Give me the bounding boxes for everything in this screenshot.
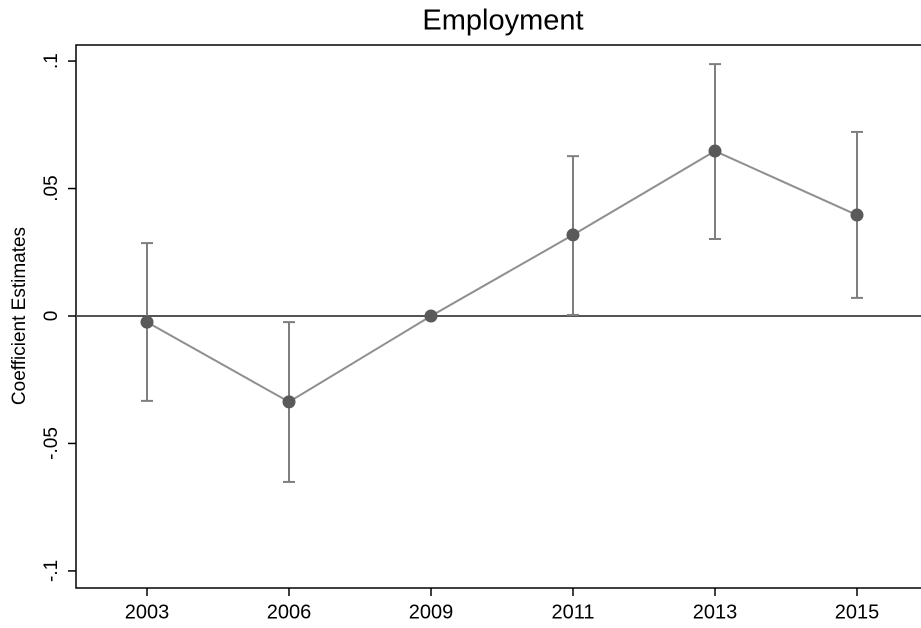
chart-title: Employment: [422, 5, 583, 37]
y-tick-label: .1: [41, 53, 62, 69]
y-tick-label: -.1: [41, 560, 62, 582]
y-tick-label: -.05: [41, 427, 62, 460]
y-tick-label: .05: [41, 175, 62, 201]
point: [566, 228, 580, 242]
point: [708, 144, 722, 158]
y-axis-label: Coefficient Estimates: [9, 227, 30, 405]
x-tick-label: 2015: [835, 601, 880, 623]
x-tick-label: 2009: [409, 601, 454, 623]
point: [140, 315, 154, 329]
series-line: [146, 149, 858, 404]
point: [282, 395, 296, 409]
point: [424, 309, 438, 323]
point: [850, 208, 864, 222]
x-tick-label: 2003: [125, 601, 170, 623]
x-tick-label: 2011: [551, 601, 594, 623]
y-tick-label: 0: [41, 311, 62, 322]
x-tick-label: 2013: [693, 601, 738, 623]
x-tick-label: 2006: [267, 601, 312, 623]
